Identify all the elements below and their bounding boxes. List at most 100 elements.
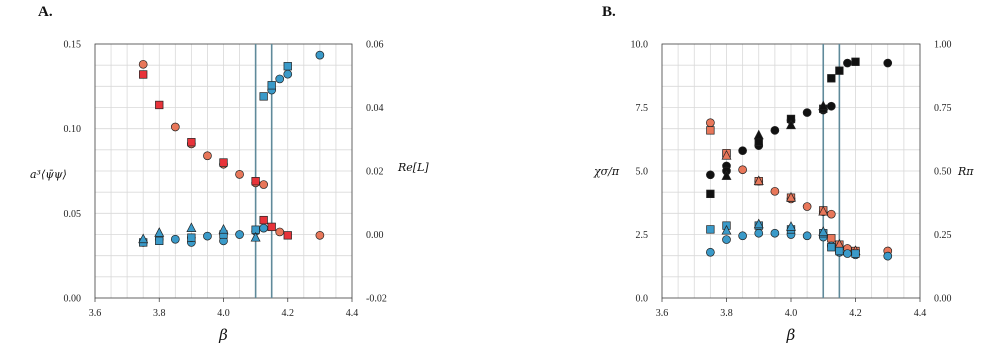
x-tick-label: 3.8 [153, 308, 166, 319]
y-left-tick-label: 5.0 [636, 167, 649, 178]
y-left-tick-label: 0.15 [64, 40, 82, 51]
series-2 [721, 100, 829, 180]
x-tick-label: 4.2 [282, 308, 295, 319]
panel-b: 3.6 3.8 4.0 4.2 4.4 0.0 2.5 5.0 7.5 10.0 0.00 0.25 0… [593, 4, 974, 344]
data-point-square [219, 158, 228, 167]
data-point-triangle [753, 129, 764, 140]
x-tick-label: 3.8 [720, 308, 733, 319]
y-right-tick-label: 0.50 [934, 167, 952, 178]
data-point-square [706, 189, 715, 199]
series-0 [706, 58, 893, 180]
data-point-circle [802, 231, 812, 241]
data-point-triangle [186, 222, 197, 232]
data-point-circle [235, 230, 244, 239]
data-point-triangle [786, 221, 796, 231]
data-point-square [259, 215, 268, 225]
data-point-circle [883, 251, 893, 261]
data-point-square [155, 236, 164, 246]
data-point-circle [275, 227, 285, 237]
grid [661, 43, 921, 299]
x-tick-label: 4.2 [849, 308, 862, 319]
data-point-circle [203, 151, 212, 161]
data-point-triangle [138, 233, 149, 244]
data-point-circle [843, 249, 852, 258]
data-point-square [187, 138, 196, 147]
data-point-circle [770, 126, 780, 135]
y-left-axis-label: χσ/π [593, 165, 620, 178]
y-right-axis-label: Re[L] [397, 161, 429, 174]
data-point-circle [283, 69, 293, 79]
data-point-square [827, 74, 836, 83]
data-point-square [155, 100, 164, 110]
data-point-circle [259, 180, 269, 189]
data-point-circle [170, 234, 180, 244]
y-right-tick-label: -0.02 [366, 294, 387, 305]
y-right-tick-label: 0.00 [934, 294, 952, 305]
data-point-square [283, 62, 292, 71]
data-point-circle [235, 170, 244, 179]
panel-label: B. [602, 4, 616, 20]
data-point-square [139, 70, 148, 79]
series-4 [138, 222, 261, 244]
data-point-square [835, 66, 844, 75]
y-left-tick-label: 10.0 [631, 40, 649, 51]
data-point-circle [738, 146, 747, 156]
data-point-square [267, 81, 276, 90]
data-point-circle [770, 228, 780, 238]
data-point-square [267, 222, 276, 232]
series-3 [139, 62, 292, 247]
y-right-tick-label: 0.06 [366, 40, 384, 51]
data-point-triangle [818, 205, 829, 216]
data-point-circle [826, 209, 836, 219]
y-left-tick-label: 0.05 [64, 209, 82, 220]
y-left-tick-label: 0.0 [636, 294, 649, 305]
data-point-triangle [753, 218, 764, 229]
data-point-circle [203, 231, 212, 241]
x-tick-label: 4.0 [785, 308, 798, 319]
x-tick-label: 4.4 [346, 308, 359, 319]
series-4 [706, 126, 860, 256]
data-point-circle [826, 101, 836, 111]
data-point-square [827, 243, 836, 252]
data-point-circle [722, 235, 731, 244]
data-point-triangle [818, 226, 829, 236]
data-point-circle [770, 186, 780, 196]
data-point-circle [802, 108, 812, 117]
y-right-tick-label: 0.02 [366, 167, 384, 178]
data-point-triangle [721, 149, 732, 160]
data-point-circle [706, 247, 715, 257]
data-point-triangle [786, 119, 796, 130]
y-left-tick-label: 0.10 [64, 124, 82, 135]
y-right-tick-label: 0.25 [934, 230, 952, 241]
data-point-square [259, 92, 268, 101]
data-point-circle [738, 231, 747, 241]
data-point-circle [738, 165, 747, 175]
data-point-square [706, 126, 715, 135]
data-point-square [187, 233, 196, 242]
data-point-square [251, 177, 260, 186]
data-point-triangle [721, 170, 732, 180]
data-point-circle [138, 59, 148, 69]
data-point-triangle [218, 223, 229, 234]
grid [94, 43, 353, 299]
data-point-circle [275, 74, 285, 84]
y-right-tick-label: 0.04 [366, 103, 384, 114]
data-point-square [827, 234, 836, 243]
data-point-circle [706, 118, 715, 128]
data-point-square [835, 246, 844, 256]
x-tick-label: 3.6 [89, 308, 102, 319]
data-point-circle [706, 170, 715, 180]
data-point-square [851, 57, 860, 66]
data-point-circle [802, 202, 812, 211]
panel-a: 3.6 3.8 4.0 4.2 4.4 0.00 0.05 0.10 0.15 -0.02 0.00… [30, 4, 429, 344]
series-8 [721, 218, 829, 236]
x-tick-label: 3.6 [656, 308, 669, 319]
series-1 [139, 70, 292, 240]
data-point-triangle [786, 191, 796, 202]
y-right-axis-label: Rπ [957, 165, 974, 178]
data-point-triangle [753, 175, 764, 186]
data-point-circle [883, 58, 893, 68]
data-point-circle [315, 230, 325, 240]
y-left-axis-label: a³⟨ψ̄ψ⟩ [30, 168, 67, 181]
